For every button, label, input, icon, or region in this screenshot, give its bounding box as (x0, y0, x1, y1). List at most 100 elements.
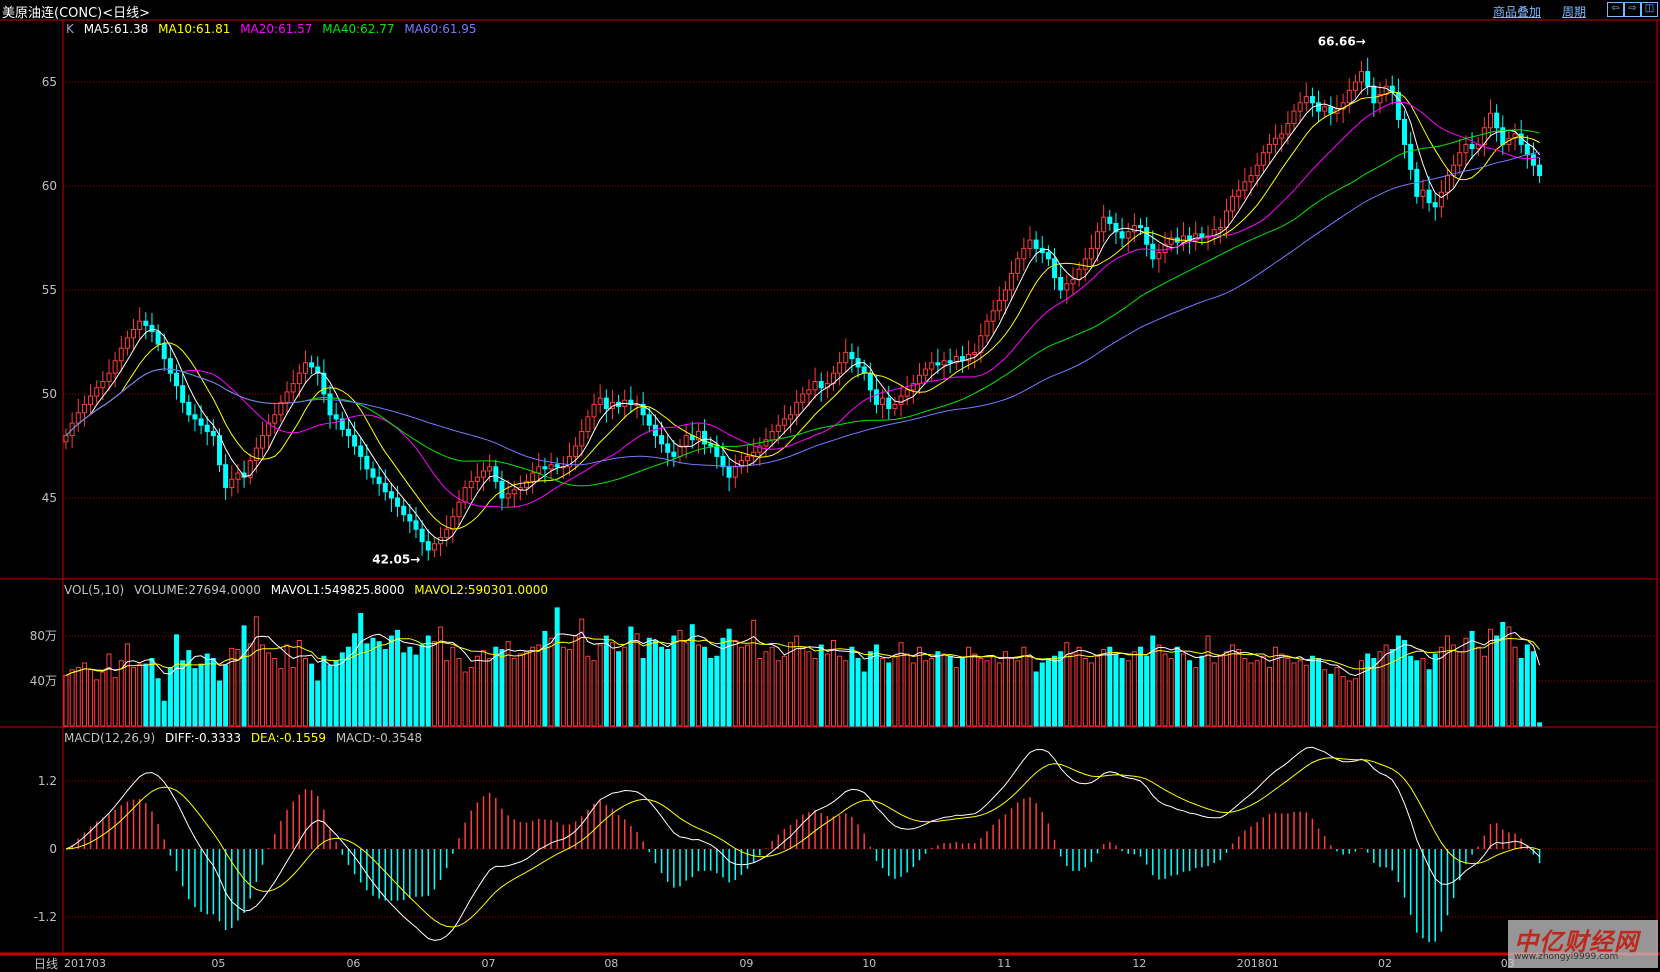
candle-up (806, 389, 812, 395)
volume-bar (929, 658, 935, 727)
candle-down (818, 381, 824, 389)
volume-bar (1144, 655, 1150, 727)
candle-up (769, 430, 775, 441)
candle-up (1027, 239, 1033, 249)
candle-down (1144, 227, 1150, 245)
volume-bar (131, 667, 137, 727)
volume-bar (1303, 664, 1309, 727)
candle-up (966, 353, 972, 362)
candle-down (155, 331, 161, 345)
price-annotation: 66.66→ (1318, 34, 1366, 48)
volume-bar (720, 637, 726, 727)
volume-bar (732, 640, 738, 727)
candle-down (210, 430, 216, 437)
candle-up (1383, 85, 1389, 95)
candle-up (910, 383, 916, 391)
volume-bar (1463, 637, 1469, 727)
candle-up (505, 493, 511, 499)
volume-bar (137, 663, 143, 727)
volume-bar (1211, 662, 1217, 727)
candle-up (837, 362, 843, 374)
volume-bar (1328, 673, 1334, 727)
candle-up (131, 329, 137, 339)
volume-bar (634, 633, 640, 727)
candle-down (1107, 216, 1113, 224)
candle-up (677, 445, 683, 457)
candle-up (683, 435, 689, 447)
volume-bar (831, 640, 836, 727)
volume-bar (302, 658, 308, 727)
main-legend: K MA5:61.38 MA10:61.81 MA20:61.57 MA40:6… (66, 22, 483, 36)
candle-up (1076, 268, 1082, 281)
volume-bar (376, 641, 382, 727)
candle-up (1168, 237, 1174, 245)
candle-up (88, 395, 94, 405)
candle-down (554, 464, 560, 468)
ma5-line (65, 86, 1540, 541)
legend-macd-name: MACD(12,26,9) (64, 731, 156, 745)
price-annotation: 42.05→ (372, 552, 420, 566)
volume-bar (327, 664, 333, 727)
volume-bar (738, 646, 744, 727)
volume-bar (935, 651, 941, 727)
volume-bar (1248, 662, 1254, 727)
candle-down (1408, 143, 1414, 170)
candle-up (1445, 175, 1450, 193)
volume-bar (1340, 676, 1346, 727)
candle-down (1119, 231, 1125, 239)
volume-bar (1039, 662, 1045, 727)
scroll-right-button[interactable]: ⇨ (1624, 2, 1641, 17)
candle-up (296, 372, 302, 385)
volume-bar (296, 640, 302, 727)
overlay-commodity-link[interactable]: 商品叠加 (1493, 5, 1542, 19)
volume-bar (1285, 658, 1291, 727)
volume-bar (573, 635, 579, 727)
candle-up (481, 470, 487, 478)
candle-down (646, 414, 652, 426)
volume-bar (161, 700, 167, 727)
volume-bar (241, 625, 247, 727)
volume-bar (75, 667, 81, 727)
candle-down (1402, 118, 1408, 145)
candle-down (671, 451, 677, 457)
volume-bar (837, 655, 843, 727)
volume-bar (1070, 653, 1076, 727)
candle-up (984, 320, 990, 337)
volume-bar (941, 653, 947, 727)
date-tick-label: 201801 (1237, 957, 1279, 970)
candle-down (198, 418, 204, 426)
candle-down (217, 435, 222, 466)
date-tick-label: 08 (604, 957, 618, 970)
candle-up (763, 439, 769, 447)
candle-up (1303, 96, 1309, 104)
candle-up (1095, 231, 1101, 249)
volume-bar (370, 637, 376, 727)
candle-up (1223, 210, 1229, 229)
dea-line (65, 757, 1540, 928)
volume-bar (1334, 667, 1340, 727)
volume-bar (861, 671, 867, 727)
volume-bar (1481, 655, 1487, 727)
candle-down (499, 480, 505, 499)
candle-down (143, 320, 149, 326)
candle-up (757, 445, 763, 453)
volume-bar (812, 658, 818, 727)
candle-up (695, 430, 701, 441)
candle-up (524, 480, 529, 489)
candle-down (333, 414, 339, 420)
ma40-line (65, 129, 1540, 487)
split-view-button[interactable]: ◫ (1641, 2, 1658, 17)
volume-bar (1359, 660, 1365, 727)
volume-bar (106, 653, 112, 727)
scroll-left-button[interactable]: ⇦ (1607, 2, 1624, 17)
candle-up (923, 368, 929, 376)
period-link[interactable]: 周期 (1562, 5, 1587, 19)
volume-bar (628, 626, 634, 727)
candle-down (241, 472, 247, 478)
volume-bar (1254, 660, 1260, 727)
price-tick-label: 45 (42, 491, 57, 505)
candle-down (1365, 71, 1371, 87)
volume-bar (1291, 662, 1297, 727)
candle-down (1309, 96, 1315, 104)
